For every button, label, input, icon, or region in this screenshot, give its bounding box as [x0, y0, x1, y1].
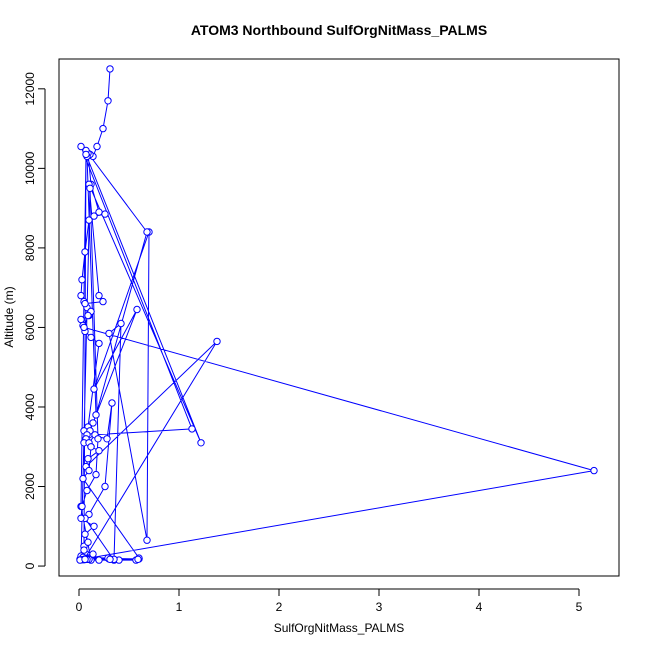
data-point — [83, 486, 91, 495]
data-point — [106, 65, 114, 73]
data-point — [81, 248, 89, 256]
data-point — [77, 142, 85, 151]
data-point — [99, 297, 107, 306]
plot-frame — [58, 58, 620, 577]
y-tick-label: 8000 — [23, 234, 37, 261]
data-point — [89, 419, 97, 427]
y-tick-label: 10000 — [23, 151, 37, 185]
y-tick-label: 2000 — [23, 473, 37, 500]
data-point — [95, 291, 103, 300]
data-point — [90, 385, 98, 393]
data-point — [80, 546, 88, 554]
data-point — [84, 538, 92, 546]
data-point — [81, 555, 89, 563]
data-point — [101, 210, 109, 218]
data-point — [92, 411, 100, 419]
x-tick-label: 0 — [76, 600, 83, 614]
data-point — [85, 216, 93, 224]
data-point — [108, 399, 116, 407]
data-point — [77, 315, 85, 324]
data-point — [105, 329, 113, 338]
data-point — [84, 455, 92, 463]
data-point — [99, 124, 107, 133]
data-point — [84, 311, 92, 320]
data-point — [87, 333, 95, 342]
data-point — [590, 466, 598, 475]
data-point — [101, 482, 109, 491]
data-point — [117, 319, 125, 328]
y-tick-label: 12000 — [23, 72, 37, 106]
x-tick-label: 1 — [176, 600, 183, 614]
x-axis: 0 1 2 3 4 5 — [76, 588, 583, 614]
data-point — [95, 447, 103, 455]
data-point — [95, 556, 103, 564]
data-point — [90, 212, 98, 220]
data-point — [143, 228, 151, 236]
y-axis: 0 2000 4000 6000 8000 10000 12000 — [23, 72, 46, 569]
y-tick-label: 4000 — [23, 393, 37, 420]
y-tick-label: 0 — [23, 562, 37, 569]
data-point — [188, 425, 196, 433]
x-tick-label: 4 — [476, 600, 483, 614]
data-point — [87, 443, 95, 451]
data-point — [82, 150, 90, 159]
data-point — [80, 323, 88, 332]
y-tick-label: 6000 — [23, 314, 37, 341]
data-point — [89, 550, 97, 558]
data-point — [78, 502, 86, 511]
data-point — [106, 555, 114, 563]
data-point — [85, 466, 93, 475]
data-point — [213, 337, 221, 346]
data-point — [81, 530, 89, 538]
data-point — [103, 435, 111, 443]
data-point — [94, 435, 102, 443]
data-point — [90, 522, 98, 530]
data-point — [197, 439, 205, 447]
x-tick-label: 3 — [376, 600, 383, 614]
data-point — [95, 339, 103, 348]
x-tick-label: 5 — [576, 600, 583, 614]
y-axis-label: Altitude (m) — [2, 286, 16, 347]
chart-title: ATOM3 Northbound SulfOrgNitMass_PALMS — [191, 22, 487, 38]
data-point — [92, 470, 100, 479]
data-point — [134, 555, 142, 563]
x-tick-label: 2 — [276, 600, 283, 614]
data-point — [133, 305, 141, 314]
data-point — [78, 276, 86, 284]
x-axis-label: SulfOrgNitMass_PALMS — [274, 621, 404, 635]
data-point — [104, 97, 112, 105]
data-point — [93, 142, 101, 151]
data-point — [143, 536, 151, 544]
series-layer — [76, 65, 598, 564]
data-point — [81, 299, 89, 308]
data-point — [79, 474, 87, 483]
data-point — [77, 514, 85, 522]
data-point — [77, 291, 85, 300]
data-point — [86, 184, 94, 193]
